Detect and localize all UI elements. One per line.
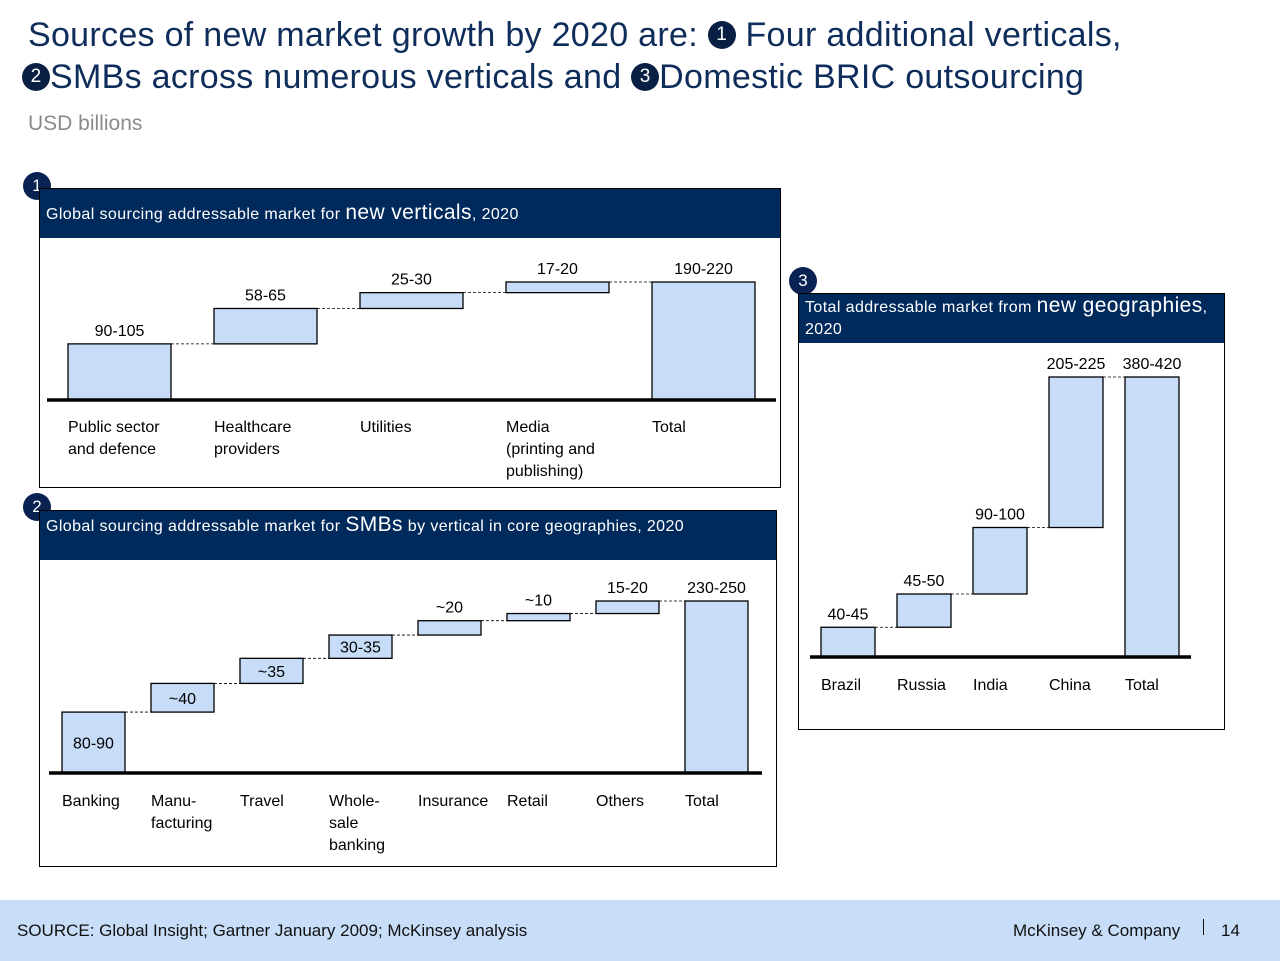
bar-4 (505, 281, 610, 294)
bar-5 (417, 620, 482, 636)
bar-3 (239, 657, 304, 685)
data-label-1: 90-105 (95, 323, 145, 340)
panel-1-header: Global sourcing addressable market for n… (40, 189, 780, 238)
chart-new-geographies: 40-45 Brazil 45-50 Russia 90-100 India 205-225… (810, 356, 1191, 694)
bar-1 (61, 711, 126, 774)
category-label-3: Utilities (360, 419, 412, 436)
marker-2-icon: 2 (22, 63, 50, 91)
marker-3-icon: 3 (631, 63, 660, 91)
category-label-1: Brazil (821, 677, 861, 694)
panel-3-badge: 3 (789, 267, 817, 295)
category-label-2: Healthcare providers (214, 419, 291, 458)
data-label-5: 380-420 (1123, 356, 1182, 373)
data-label-4: 30-35 (340, 640, 381, 657)
title-text-1b: Four additional verticals, (745, 16, 1122, 54)
bar-6 (506, 612, 571, 622)
title-line-2: 2 SMBs across numerous verticals and 3 Dom… (22, 56, 1084, 98)
category-label-8: Total (685, 793, 719, 810)
title-text-1a: Sources of new market growth by 2020 are… (28, 16, 698, 54)
panel-2-title-pre: Global sourcing addressable market for (46, 518, 341, 535)
panel-1-title-post: , 2020 (471, 206, 519, 223)
data-label-4: 17-20 (537, 261, 578, 278)
panel-2-header: Global sourcing addressable market for S… (40, 511, 776, 560)
panel-1-title-pre: Global sourcing addressable market for (46, 206, 341, 223)
category-label-5: Insurance (418, 793, 488, 810)
page-number: 14 (1221, 921, 1240, 940)
data-label-2: 45-50 (904, 573, 945, 590)
category-label-2: Manu-facturing (151, 793, 212, 832)
bar-7 (595, 600, 660, 615)
panel-1-title-big: new verticals (345, 201, 472, 224)
category-label-2: Russia (897, 677, 946, 694)
panel-3-title-pre: Total addressable market from (805, 299, 1032, 316)
category-label-3: India (973, 677, 1008, 694)
category-label-5: Total (652, 419, 686, 436)
category-label-5: Total (1125, 677, 1159, 694)
data-label-7: 15-20 (607, 580, 648, 597)
bar-1 (820, 626, 876, 658)
data-label-3: ~35 (258, 664, 285, 681)
category-label-7: Others (596, 793, 644, 810)
title-text-2a: SMBs across numerous verticals and (50, 58, 622, 96)
panel-3-title-big: new geographies (1036, 294, 1203, 317)
data-label-5: ~20 (436, 600, 463, 617)
bar-5 (1124, 376, 1180, 658)
panel-new-verticals: Global sourcing addressable market for n… (39, 188, 781, 488)
brand-name: McKinsey & Company (1013, 921, 1181, 940)
category-label-6: Retail (507, 793, 548, 810)
bar-4 (328, 634, 393, 659)
data-label-5: 190-220 (674, 261, 733, 278)
marker-1-icon: 1 (707, 21, 736, 49)
category-label-4: China (1049, 677, 1091, 694)
data-label-2: ~40 (169, 691, 196, 708)
panel-2-title-big: SMBs (345, 513, 403, 536)
data-label-1: 80-90 (73, 736, 114, 753)
data-label-3: 90-100 (975, 507, 1025, 524)
source-note: SOURCE: Global Insight; Gartner January … (17, 921, 528, 940)
footer-bar: SOURCE: Global Insight; Gartner January … (0, 900, 1280, 961)
bar-2 (213, 307, 318, 345)
bar-2 (896, 593, 952, 628)
data-label-6: ~10 (525, 593, 552, 610)
category-label-4: Media (printing and publishing) (506, 419, 595, 480)
data-label-3: 25-30 (391, 272, 432, 289)
bar-5 (651, 281, 756, 401)
bar-3 (972, 526, 1028, 595)
bar-3 (359, 291, 464, 310)
bar-2 (150, 682, 215, 713)
category-label-1: Public sector and defence (68, 419, 160, 458)
data-label-8: 230-250 (687, 580, 746, 597)
footer-divider (1203, 919, 1204, 935)
category-label-1: Banking (62, 793, 120, 810)
panel-3-title-post: , 2020 (805, 299, 1208, 338)
bar-4 (1048, 376, 1104, 529)
title-line-1: Sources of new market growth by 2020 are… (28, 14, 1122, 56)
bar-8 (684, 600, 749, 774)
category-label-4: Whole-sale banking (329, 793, 385, 854)
chart-smb: 80-90 Banking ~40 Manu-facturing ~35 Travel 30… (49, 580, 762, 854)
bar-1 (67, 343, 172, 401)
data-label-1: 40-45 (828, 606, 869, 623)
chart-new-verticals: 90-105 Public sector and defence 58-65 Healt… (47, 261, 776, 480)
data-label-2: 58-65 (245, 287, 286, 304)
panel-2-title-post: by vertical in core geographies, 2020 (407, 518, 685, 535)
data-label-4: 205-225 (1047, 356, 1106, 373)
unit-subtitle: USD billions (28, 112, 143, 135)
panel-3-header: Total addressable market from new geogra… (799, 294, 1224, 343)
title-text-2b: Domestic BRIC outsourcing (659, 58, 1085, 96)
category-label-3: Travel (240, 793, 284, 810)
